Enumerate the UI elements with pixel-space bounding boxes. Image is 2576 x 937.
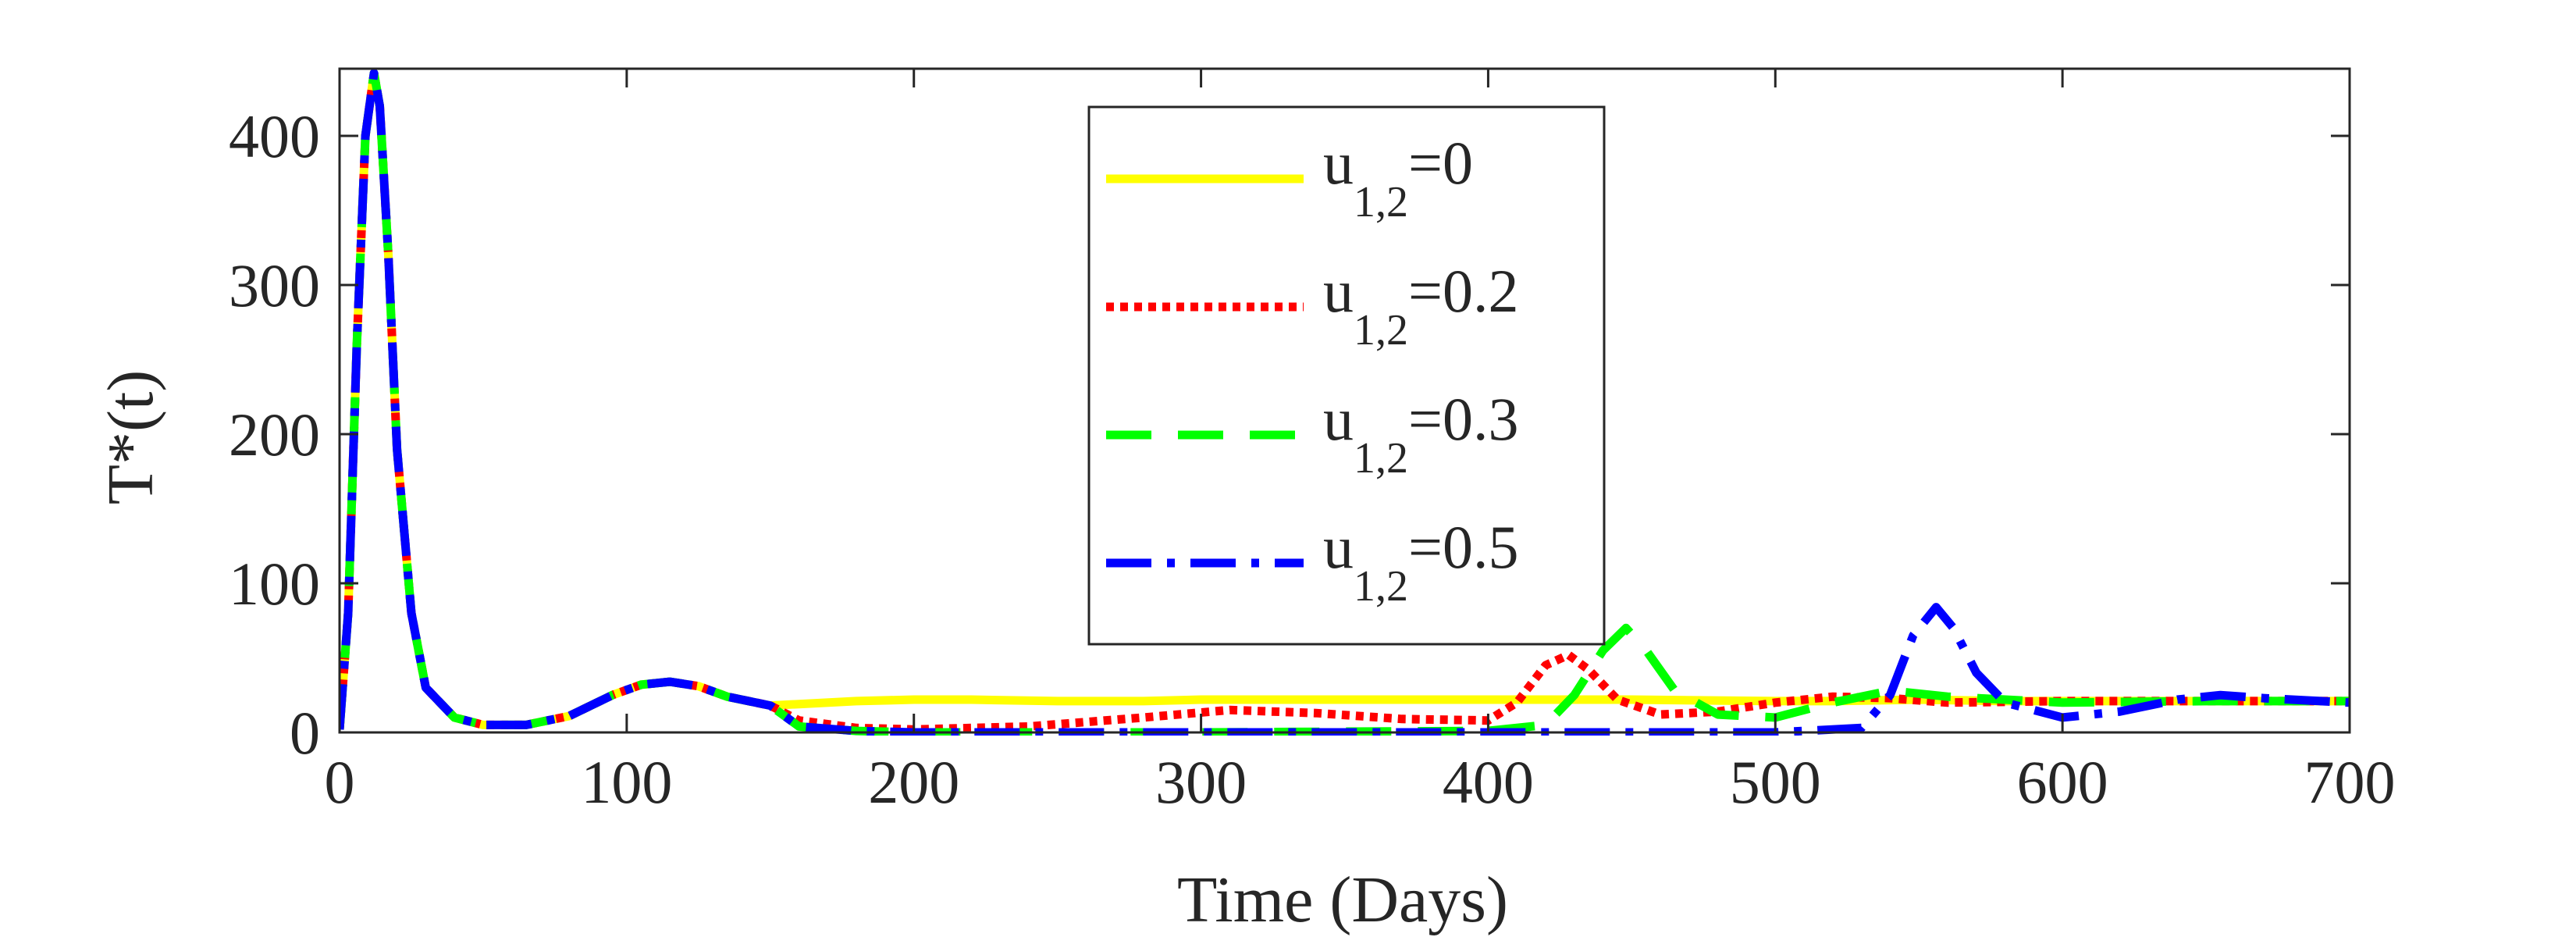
legend-label-3: u1,2=0.5	[1323, 513, 1519, 611]
x-tick-label: 0	[325, 748, 355, 816]
plot-lines	[340, 69, 2350, 736]
x-tick-label: 300	[1155, 748, 1247, 816]
y-tick-label: 100	[229, 550, 320, 618]
legend-label-2: u1,2=0.3	[1323, 385, 1519, 483]
axes-box	[338, 67, 2351, 734]
x-tick-label: 600	[2017, 748, 2108, 816]
legend-label-1: u1,2=0.2	[1323, 257, 1519, 354]
x-tick-label: 200	[868, 748, 959, 816]
y-tick-label: 200	[229, 401, 320, 468]
y-tick-label: 400	[229, 102, 320, 170]
x-tick-label: 500	[1730, 748, 1821, 816]
x-axis-label: Time (Days)	[1177, 864, 1508, 936]
legend-box	[1087, 105, 1606, 646]
legend: u1,2=0 u1,2=0.2 u1,2=0.3 u1,2=0.5	[1087, 105, 1606, 646]
ticks: 0 100 200 300 400 500 600 700 0 100 200 300 400	[229, 69, 2396, 816]
series-line-3	[340, 69, 2350, 736]
x-tick-label: 100	[581, 748, 672, 816]
x-tick-label: 400	[1443, 748, 1534, 816]
x-tick-label: 700	[2304, 748, 2396, 816]
y-tick-label: 300	[229, 251, 320, 319]
axes	[338, 67, 2351, 734]
legend-label-0: u1,2=0	[1323, 129, 1473, 226]
y-axis-label: T*(t)	[94, 370, 167, 505]
y-tick-label: 0	[290, 699, 320, 767]
